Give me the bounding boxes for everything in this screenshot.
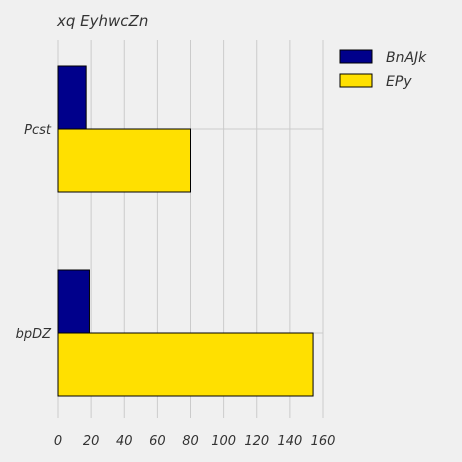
chart-title: xq EyhwcZn <box>56 12 148 30</box>
legend-swatch-EPy <box>339 73 373 88</box>
y-tick-label: Pcst <box>24 123 52 138</box>
x-tick-label: 60 <box>149 434 166 449</box>
bar-EPy-bpDZ <box>57 332 314 397</box>
bar-BnAJk-bpDZ <box>57 269 90 334</box>
legend-label-BnAJk: BnAJk <box>386 50 427 66</box>
x-tick-label: 80 <box>182 434 199 449</box>
x-tick-label: 140 <box>277 434 302 449</box>
x-tick-label: 0 <box>54 434 62 449</box>
x-tick-label: 160 <box>311 434 336 449</box>
x-tick-label: 40 <box>116 434 133 449</box>
x-tick-labels: 0 20 40 60 80 100 120 140 160 <box>54 434 336 449</box>
legend-swatch-BnAJk <box>339 49 373 64</box>
x-tick-label: 120 <box>244 434 269 449</box>
x-tick-label: 100 <box>211 434 236 449</box>
y-tick-labels: Pcst bpDZ <box>16 123 53 342</box>
legend-label-EPy: EPy <box>386 74 412 90</box>
bars <box>57 65 314 397</box>
x-tick-label: 20 <box>83 434 100 449</box>
bar-EPy-Pcst <box>57 128 191 193</box>
legend: BnAJk EPy <box>339 49 427 90</box>
y-tick-label: bpDZ <box>16 327 53 342</box>
bar-BnAJk-Pcst <box>57 65 87 130</box>
